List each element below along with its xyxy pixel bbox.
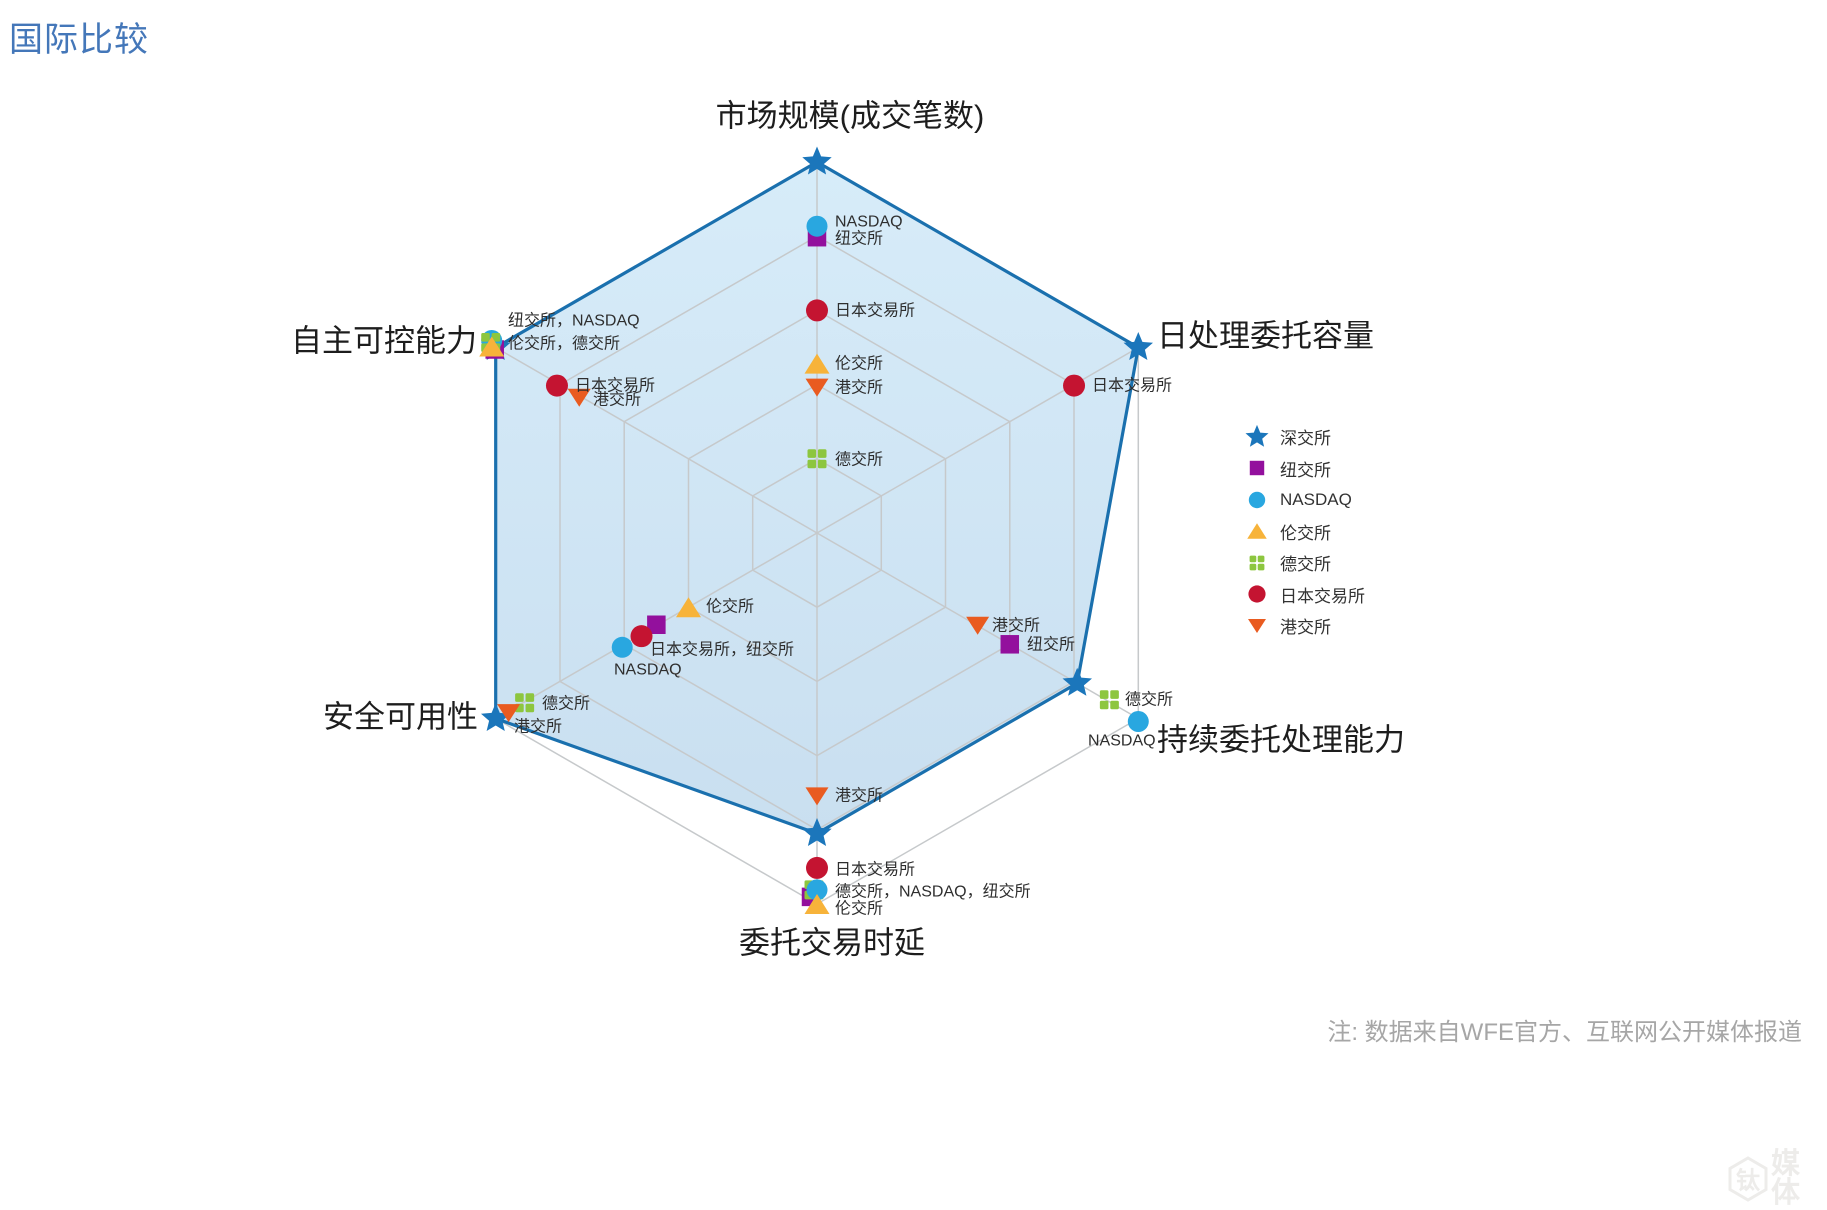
page-title: 国际比较 xyxy=(9,21,149,59)
point-label: 伦交所 xyxy=(835,900,883,918)
marker-szse-axis2 xyxy=(1062,667,1092,696)
legend-marker-shape-lse xyxy=(1247,523,1267,540)
marker-hkex-axis0 xyxy=(805,378,829,397)
legend-label-lse: 伦交所 xyxy=(1280,523,1331,543)
legend-marker-lse xyxy=(1247,523,1267,540)
legend-item-lse: 伦交所 xyxy=(1244,516,1365,548)
legend-label-jpx: 日本交易所 xyxy=(1280,586,1365,606)
point-label: 纽交所，NASDAQ xyxy=(508,312,640,330)
point-label: 德交所 xyxy=(1125,691,1173,709)
marker-szse-axis3 xyxy=(802,818,832,846)
point-label: 纽交所 xyxy=(835,230,883,248)
point-label: 港交所 xyxy=(992,617,1040,635)
marker-nasdaq-axis2 xyxy=(1127,711,1149,732)
marker-db-axis2 xyxy=(1099,690,1119,710)
point-label: 伦交所 xyxy=(835,355,883,373)
axis-title-order-latency: 委托交易时延 xyxy=(739,926,925,961)
point-label: 港交所 xyxy=(835,379,883,397)
marker-db-axis0 xyxy=(807,449,827,469)
point-label: 伦交所 xyxy=(706,598,754,616)
point-label: 日本交易所 xyxy=(835,861,915,879)
point-label: NASDAQ xyxy=(835,214,903,231)
axis-title-market-scale: 市场规模(成交笔数) xyxy=(716,99,985,134)
point-label: 德交所 xyxy=(835,451,883,469)
point-label: 港交所 xyxy=(593,391,641,409)
axis-title-daily-order-capacity: 日处理委托容量 xyxy=(1157,319,1374,354)
marker-jpx-axis4 xyxy=(630,625,653,648)
svg-text:钛: 钛 xyxy=(1736,1168,1761,1195)
point-label: 港交所 xyxy=(514,718,562,736)
marker-jpx-axis1 xyxy=(1063,374,1086,397)
marker-jpx-axis3 xyxy=(806,856,828,879)
marker-jpx-axis0 xyxy=(806,299,828,322)
axis-title-continuous-order-capacity: 持续委托处理能力 xyxy=(1157,723,1405,758)
marker-hkex-axis2 xyxy=(966,616,990,635)
point-label: 德交所，NASDAQ，纽交所 xyxy=(835,883,1031,901)
point-label: NASDAQ xyxy=(614,662,682,679)
marker-nyse-axis4 xyxy=(647,615,666,634)
marker-szse-axis1 xyxy=(1123,332,1153,360)
marker-hkex-axis3 xyxy=(805,787,829,806)
legend-marker-jpx xyxy=(1248,585,1266,603)
watermark-hexagon-logo: 钛 xyxy=(1725,1156,1771,1202)
legend-marker-nasdaq xyxy=(1248,491,1266,508)
marker-nasdaq-axis0 xyxy=(806,215,828,237)
legend-item-nyse: 纽交所 xyxy=(1244,453,1365,485)
marker-szse-axis4 xyxy=(481,703,511,731)
marker-jpx-axis5 xyxy=(545,374,568,397)
legend-marker-nyse xyxy=(1249,461,1265,476)
legend-item-hkex: 港交所 xyxy=(1244,610,1365,642)
point-label: 日本交易所 xyxy=(575,377,655,395)
marker-lse-axis3 xyxy=(804,894,830,914)
point-label: 日本交易所 xyxy=(835,302,915,320)
point-label: 日本交易所 xyxy=(1092,377,1172,395)
legend: 深交所纽交所 NASDAQ 伦交所德交所日本交易所港交所 xyxy=(1244,421,1365,642)
point-label: 伦交所，德交所 xyxy=(508,335,620,353)
point-label: 纽交所 xyxy=(1027,636,1075,654)
legend-marker-shape-db xyxy=(1249,555,1265,571)
marker-lse-axis4 xyxy=(675,597,701,618)
marker-nasdaq-axis4 xyxy=(611,636,633,658)
legend-label-szse: 深交所 xyxy=(1280,429,1331,449)
point-label: 港交所 xyxy=(835,787,883,805)
marker-lse-axis5 xyxy=(479,336,505,357)
legend-label-db: 德交所 xyxy=(1280,555,1331,575)
legend-marker-shape-jpx xyxy=(1248,585,1266,603)
legend-label-hkex: 港交所 xyxy=(1280,618,1331,638)
legend-marker-shape-nyse xyxy=(1249,461,1265,476)
point-label: 德交所 xyxy=(542,695,590,713)
legend-marker-db xyxy=(1249,555,1265,571)
legend-label-nasdaq: NASDAQ xyxy=(1280,489,1352,509)
point-label: 日本交易所，纽交所 xyxy=(650,641,794,659)
marker-db-axis4 xyxy=(515,693,535,713)
marker-nyse-axis2 xyxy=(1000,635,1020,654)
axis-title-safety-availability: 安全可用性 xyxy=(323,700,478,735)
marker-nasdaq-axis3 xyxy=(806,879,828,901)
point-label: NASDAQ xyxy=(1088,733,1156,750)
legend-item-nasdaq: NASDAQ xyxy=(1244,484,1365,516)
axis-title-self-control: 自主可控能力 xyxy=(291,324,477,359)
grid-axis-line xyxy=(816,346,1139,534)
legend-item-szse: 深交所 xyxy=(1244,421,1365,453)
legend-item-jpx: 日本交易所 xyxy=(1244,579,1365,611)
marker-hkex-axis5 xyxy=(567,388,591,407)
legend-item-db: 德交所 xyxy=(1244,547,1365,579)
legend-marker-szse xyxy=(1245,424,1269,447)
watermark: 钛 媒体 xyxy=(1725,1150,1825,1208)
legend-marker-shape-hkex xyxy=(1248,618,1266,633)
marker-lse-axis0 xyxy=(804,353,830,374)
watermark-text: 媒体 xyxy=(1771,1148,1803,1209)
legend-marker-shape-szse xyxy=(1245,424,1269,447)
legend-marker-hkex xyxy=(1248,618,1266,633)
legend-label-nyse: 纽交所 xyxy=(1280,460,1331,480)
source-note: 注: 数据来自WFE官方、互联网公开媒体报道 xyxy=(1327,1019,1802,1046)
marker-hkex-axis4 xyxy=(497,704,521,723)
marker-szse-axis0 xyxy=(802,146,832,175)
legend-marker-shape-nasdaq xyxy=(1248,491,1266,508)
